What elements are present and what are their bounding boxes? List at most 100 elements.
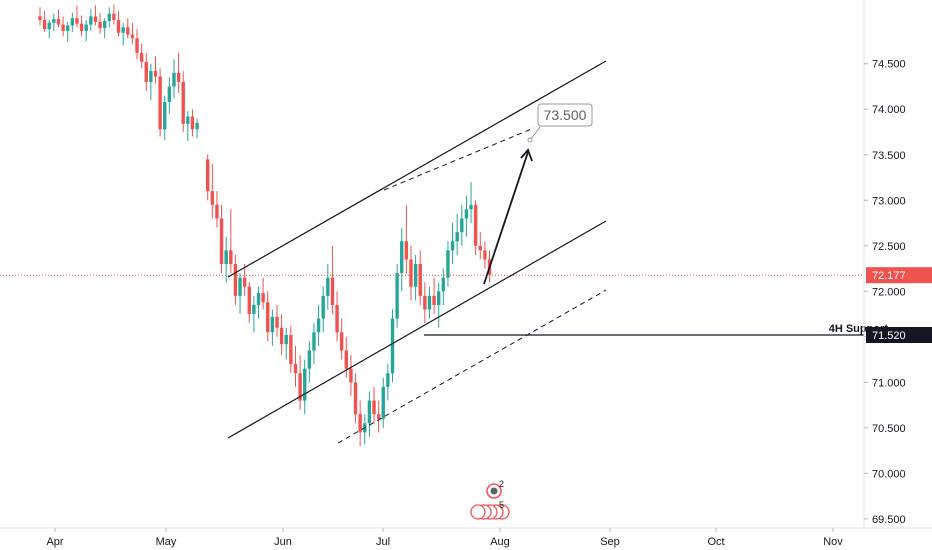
candle-down[interactable] xyxy=(112,13,116,21)
candle-up[interactable] xyxy=(386,373,390,387)
candle-down[interactable] xyxy=(335,304,339,333)
event-badge-top[interactable]: 2 xyxy=(486,479,504,499)
candle-up[interactable] xyxy=(381,386,385,419)
candle-up[interactable] xyxy=(450,241,455,251)
candle-down[interactable] xyxy=(247,286,251,315)
event-badge-bottom[interactable]: 5 xyxy=(470,500,510,520)
candle-up[interactable] xyxy=(400,241,404,274)
candle-up[interactable] xyxy=(460,218,464,233)
candle-up[interactable] xyxy=(455,232,459,242)
candle-up[interactable] xyxy=(390,318,395,374)
candle-up[interactable] xyxy=(163,101,167,130)
candle-down[interactable] xyxy=(423,295,427,310)
candle-up[interactable] xyxy=(66,25,70,31)
candle-up[interactable] xyxy=(464,209,469,219)
candle-down[interactable] xyxy=(135,38,139,53)
candle-up[interactable] xyxy=(186,116,190,124)
candle-up[interactable] xyxy=(149,71,153,82)
candle-down[interactable] xyxy=(404,241,409,260)
candle-up[interactable] xyxy=(316,318,321,333)
candle-up[interactable] xyxy=(413,264,418,287)
candle-down[interactable] xyxy=(229,250,233,264)
price-axis[interactable]: 69.50070.00070.50071.00071.50072.00072.5… xyxy=(864,59,906,526)
candle-down[interactable] xyxy=(219,218,224,264)
candle-down[interactable] xyxy=(206,159,210,192)
candle-down[interactable] xyxy=(61,24,65,31)
candle-down[interactable] xyxy=(130,34,135,39)
candle-down[interactable] xyxy=(372,400,376,415)
candle-up[interactable] xyxy=(303,368,307,401)
candle-down[interactable] xyxy=(144,61,148,82)
candle-down[interactable] xyxy=(483,250,487,260)
candle-down[interactable] xyxy=(38,16,42,21)
candle-down[interactable] xyxy=(473,204,478,246)
candle-up[interactable] xyxy=(367,400,372,424)
candle-down[interactable] xyxy=(153,71,158,77)
candle-down[interactable] xyxy=(330,277,335,305)
candle-up[interactable] xyxy=(195,122,199,130)
candle-up[interactable] xyxy=(427,295,432,310)
candle-down[interactable] xyxy=(266,302,270,333)
candle-up[interactable] xyxy=(307,350,312,369)
candle-down[interactable] xyxy=(418,264,422,296)
candle-down[interactable] xyxy=(353,382,358,415)
candle-up[interactable] xyxy=(47,22,51,30)
candle-down[interactable] xyxy=(279,327,284,345)
candle-up[interactable] xyxy=(321,295,325,319)
candle-down[interactable] xyxy=(289,335,293,365)
candle-up[interactable] xyxy=(437,291,441,305)
candle-down[interactable] xyxy=(478,245,482,251)
candle-down[interactable] xyxy=(98,21,102,29)
candle-down[interactable] xyxy=(233,264,238,296)
candle-up[interactable] xyxy=(52,19,56,23)
candle-down[interactable] xyxy=(376,414,381,419)
candle-up[interactable] xyxy=(284,335,288,345)
candle-up[interactable] xyxy=(172,72,176,87)
candle-up[interactable] xyxy=(326,277,330,296)
candle-down[interactable] xyxy=(409,259,413,287)
candle-up[interactable] xyxy=(102,20,107,29)
candle-down[interactable] xyxy=(298,373,302,401)
candle-down[interactable] xyxy=(181,81,185,124)
candle-down[interactable] xyxy=(93,16,98,22)
candle-up[interactable] xyxy=(167,86,172,102)
candle-down[interactable] xyxy=(275,316,279,328)
candle-down[interactable] xyxy=(261,293,265,303)
time-axis[interactable]: Apr May Jun Jul Aug Sep Oct Nov xyxy=(46,528,843,548)
candle-up[interactable] xyxy=(89,16,93,25)
candle-up[interactable] xyxy=(252,304,256,315)
candle-up[interactable] xyxy=(395,273,399,319)
candle-up[interactable] xyxy=(121,27,125,33)
candle-down[interactable] xyxy=(176,72,181,82)
candle-down[interactable] xyxy=(79,23,84,31)
candle-up[interactable] xyxy=(84,24,88,31)
candle-up[interactable] xyxy=(441,277,446,292)
candle-up[interactable] xyxy=(270,316,275,333)
candle-down[interactable] xyxy=(42,20,47,30)
candle-down[interactable] xyxy=(116,20,121,33)
candle-up[interactable] xyxy=(312,332,316,351)
candle-down[interactable] xyxy=(139,52,144,62)
candle-down[interactable] xyxy=(432,295,436,305)
candle-up[interactable] xyxy=(238,277,242,296)
candle-up[interactable] xyxy=(70,18,75,26)
candle-up[interactable] xyxy=(256,293,261,305)
candle-down[interactable] xyxy=(215,204,219,219)
candle-down[interactable] xyxy=(349,368,353,383)
candle-up[interactable] xyxy=(107,13,111,21)
candle-down[interactable] xyxy=(344,350,348,369)
candle-down[interactable] xyxy=(56,19,61,25)
candle-down[interactable] xyxy=(358,414,362,433)
target-callout[interactable] xyxy=(537,103,593,127)
candle-up[interactable] xyxy=(224,250,228,264)
candle-down[interactable] xyxy=(210,191,215,205)
candle-up[interactable] xyxy=(469,204,473,210)
candle-down[interactable] xyxy=(158,76,162,130)
candle-down[interactable] xyxy=(339,332,344,351)
candle-down[interactable] xyxy=(293,364,298,374)
candle-down[interactable] xyxy=(190,116,195,130)
candle-down[interactable] xyxy=(75,18,79,24)
candle-up[interactable] xyxy=(446,250,450,278)
candle-down[interactable] xyxy=(126,27,130,35)
candle-down[interactable] xyxy=(242,277,247,287)
